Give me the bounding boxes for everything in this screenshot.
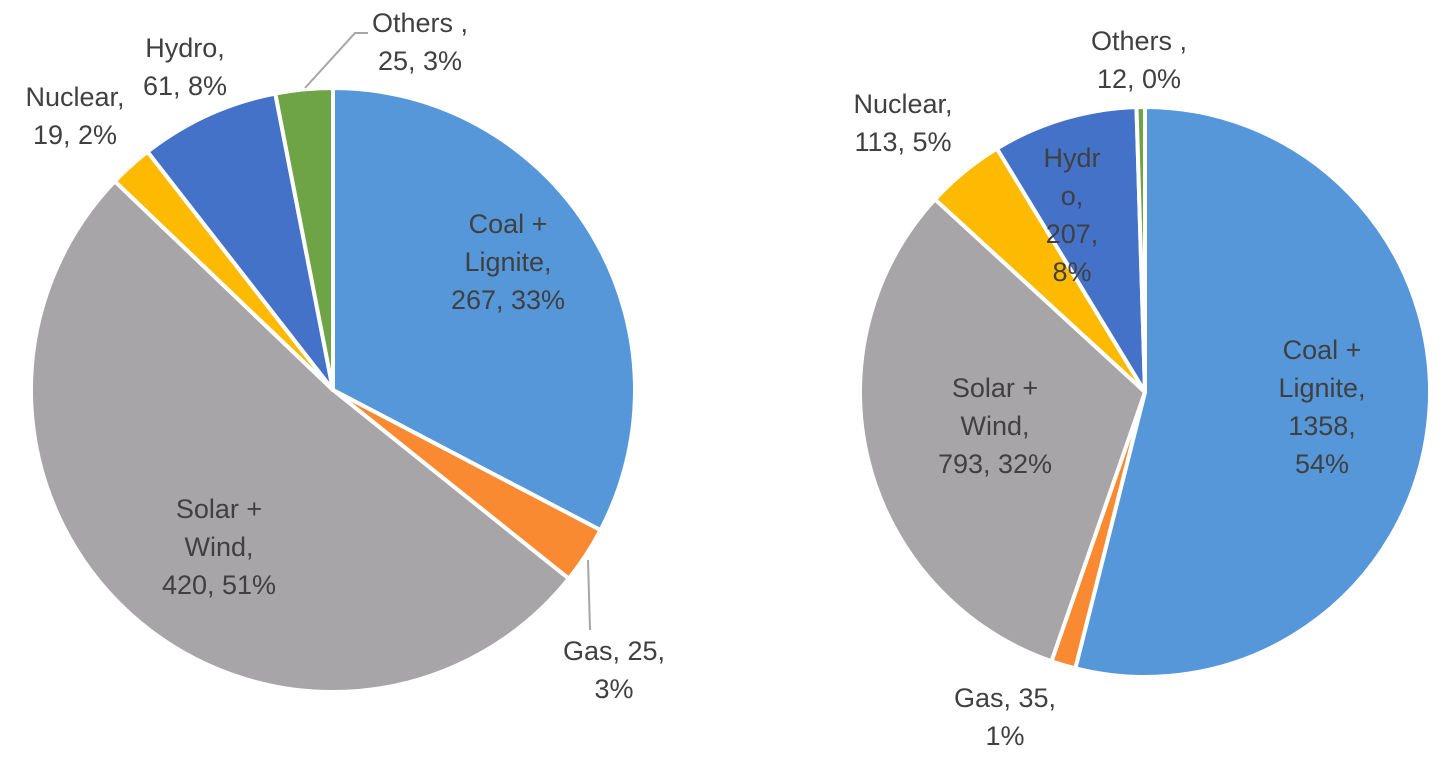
slice-others [1134,105,1147,394]
data-label-hydro: Hydr o, 207, 8% [1043,143,1100,287]
data-label-others: Others , 25, 3% [372,8,468,76]
pie-chart-2: Coal + Lignite, 1358, 54% Gas, 35, 1% Solar + W… [853,26,1432,751]
data-label-gas: Gas, 25, 3% [563,636,665,704]
slice-solar-wind [858,197,1147,664]
slice-coal-lignite [331,86,637,533]
data-label-gas: Gas, 35, 1% [954,683,1056,751]
leader-line-gas [587,559,591,631]
pie-chart-1: Coal + Lignite, 267, 33% Gas, 25, 3% Solar + W… [25,8,665,704]
slice-hydro [145,91,335,392]
data-label-hydro: Hydro, 61, 8% [143,33,227,101]
data-label-solar-wind: Solar + Wind, 420, 51% [162,494,276,600]
data-label-nuclear: Nuclear, 19, 2% [25,82,124,150]
data-label-solar-wind: Solar + Wind, 793, 32% [938,373,1052,479]
data-label-coal-lignite: Coal + Lignite, 267, 33% [451,209,565,315]
data-label-others: Others , 12, 0% [1091,26,1187,94]
data-label-coal-lignite: Coal + Lignite, 1358, 54% [1278,335,1365,479]
leader-line-others [304,32,368,89]
slice-hydro [994,105,1147,394]
slice-solar-wind [28,179,571,695]
slice-coal-lignite [1073,105,1432,679]
slice-others [273,86,335,392]
data-label-nuclear: Nuclear, 113, 5% [853,89,952,157]
